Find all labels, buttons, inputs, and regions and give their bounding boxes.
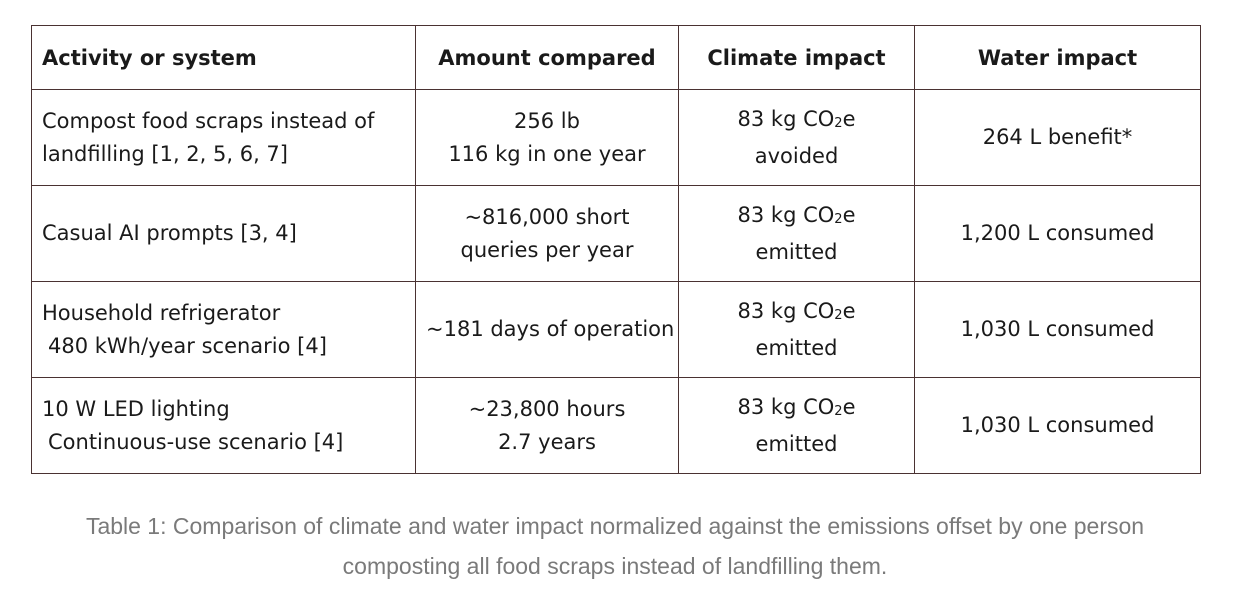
amount-line: ~23,800 hours (468, 396, 626, 421)
climate-number: 83 kg CO (737, 298, 835, 323)
comparison-table: Activity or system Amount compared Clima… (31, 25, 1201, 474)
climate-number: 83 kg CO (737, 202, 835, 227)
amount-cell: 256 lb 116 kg in one year (415, 89, 679, 186)
activity-line: landfilling [1, 2, 5, 6, 7] (42, 141, 288, 166)
table-caption: Table 1: Comparison of climate and water… (85, 513, 1145, 579)
table-row: Household refrigerator 480 kWh/year scen… (31, 281, 1201, 378)
climate-effect: emitted (755, 239, 838, 264)
climate-subscript: 2 (834, 307, 843, 323)
header-water: Water impact (914, 25, 1201, 90)
table-row: Casual AI prompts [3, 4] ~816,000 short … (31, 185, 1201, 282)
climate-effect: emitted (755, 431, 838, 456)
climate-value: 83 kg CO2e (689, 199, 904, 236)
amount-line: queries per year (460, 237, 634, 262)
amount-cell: ~23,800 hours 2.7 years (415, 377, 679, 474)
table-header-row: Activity or system Amount compared Clima… (31, 25, 1201, 90)
header-activity: Activity or system (31, 25, 416, 90)
climate-unit: e (842, 106, 856, 131)
water-cell: 1,030 L consumed (914, 281, 1201, 378)
amount-line: 116 kg in one year (448, 141, 646, 166)
climate-number: 83 kg CO (737, 394, 835, 419)
amount-line: 2.7 years (498, 429, 596, 454)
table-row: Compost food scraps instead of landfilli… (31, 89, 1201, 186)
amount-line: ~181 days of operation (426, 317, 675, 341)
climate-value: 83 kg CO2e (689, 295, 904, 332)
climate-subscript: 2 (834, 115, 843, 131)
table-row: 10 W LED lighting Continuous-use scenari… (31, 377, 1201, 474)
activity-cell: 10 W LED lighting Continuous-use scenari… (31, 377, 416, 474)
amount-line: 256 lb (514, 108, 580, 133)
activity-line: Compost food scraps instead of (42, 108, 375, 133)
climate-subscript: 2 (834, 403, 843, 419)
climate-unit: e (842, 298, 856, 323)
climate-subscript: 2 (834, 211, 843, 227)
activity-line: Household refrigerator (42, 300, 281, 325)
water-cell: 264 L benefit* (914, 89, 1201, 186)
activity-cell: Casual AI prompts [3, 4] (31, 185, 416, 282)
climate-cell: 83 kg CO2e emitted (678, 281, 915, 378)
climate-unit: e (842, 394, 856, 419)
climate-number: 83 kg CO (737, 106, 835, 131)
climate-unit: e (842, 202, 856, 227)
activity-line: 480 kWh/year scenario [4] (48, 333, 327, 358)
amount-cell: ~816,000 short queries per year (415, 185, 679, 282)
climate-effect: emitted (755, 335, 838, 360)
water-cell: 1,200 L consumed (914, 185, 1201, 282)
amount-line: ~816,000 short (464, 204, 630, 229)
water-cell: 1,030 L consumed (914, 377, 1201, 474)
amount-cell: ~181 days of operation (415, 281, 679, 378)
activity-line: 10 W LED lighting (42, 396, 230, 421)
climate-cell: 83 kg CO2e emitted (678, 377, 915, 474)
climate-cell: 83 kg CO2e emitted (678, 185, 915, 282)
header-amount: Amount compared (415, 25, 679, 90)
activity-line: Casual AI prompts [3, 4] (42, 221, 297, 245)
climate-effect: avoided (754, 143, 839, 168)
header-climate: Climate impact (678, 25, 915, 90)
climate-value: 83 kg CO2e (689, 103, 904, 140)
activity-cell: Compost food scraps instead of landfilli… (31, 89, 416, 186)
activity-cell: Household refrigerator 480 kWh/year scen… (31, 281, 416, 378)
climate-cell: 83 kg CO2e avoided (678, 89, 915, 186)
activity-line: Continuous-use scenario [4] (48, 429, 344, 454)
climate-value: 83 kg CO2e (689, 391, 904, 428)
